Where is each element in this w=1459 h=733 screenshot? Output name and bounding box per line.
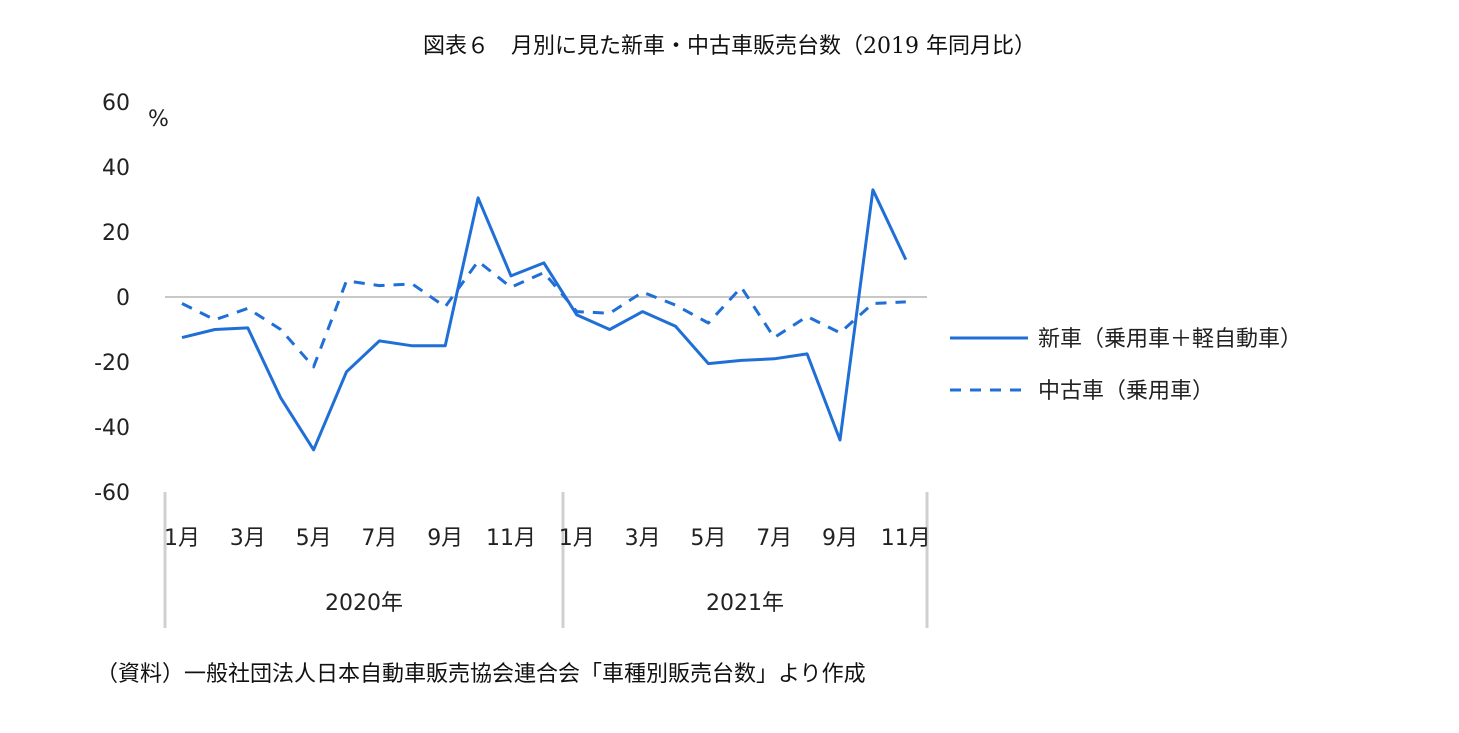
x-tick-label: 9月 (822, 526, 858, 551)
x-year-group-label: 2020年 (325, 591, 403, 616)
y-tick-label: 20 (102, 221, 130, 246)
source-note: （資料）一般社団法人日本自動車販売協会連合会「車種別販売台数」より作成 (96, 662, 866, 687)
x-tick-label: 1月 (559, 526, 595, 551)
y-axis: 60 40 20 0 -20 -40 -60 (94, 91, 130, 506)
y-tick-label: -20 (94, 351, 130, 376)
x-year-group-label: 2021年 (706, 591, 784, 616)
x-axis: 1月 3月 5月 7月 9月 11月 1月 3月 5月 7月 9月 11月 2020年 2021年 (163, 492, 931, 628)
y-tick-label: 0 (116, 286, 130, 311)
x-tick-label: 5月 (690, 526, 726, 551)
x-tick-label: 11月 (486, 526, 536, 551)
x-tick-label: 3月 (230, 526, 266, 551)
x-tick-label: 1月 (164, 526, 200, 551)
x-tick-label: 5月 (296, 526, 332, 551)
y-tick-label: -40 (94, 416, 130, 441)
x-tick-label: 11月 (881, 526, 931, 551)
legend-label: 中古車（乗用車） (1038, 379, 1214, 404)
x-tick-label: 7月 (361, 526, 397, 551)
legend: 新車（乗用車＋軽自動車） 中古車（乗用車） (950, 327, 1302, 404)
series-line-used-cars (181, 259, 906, 369)
series-layer (181, 188, 908, 452)
legend-label: 新車（乗用車＋軽自動車） (1038, 327, 1302, 352)
chart-title: 図表６ 月別に見た新車・中古車販売台数（2019 年同月比） (423, 34, 1036, 59)
y-tick-label: 40 (102, 156, 130, 181)
x-tick-label: 9月 (427, 526, 463, 551)
y-axis-unit-label: % (148, 107, 169, 132)
x-tick-label: 7月 (756, 526, 792, 551)
y-tick-label: 60 (102, 91, 130, 116)
y-tick-label: -60 (94, 481, 130, 506)
series-line-new-cars (181, 188, 908, 452)
x-tick-label: 3月 (625, 526, 661, 551)
